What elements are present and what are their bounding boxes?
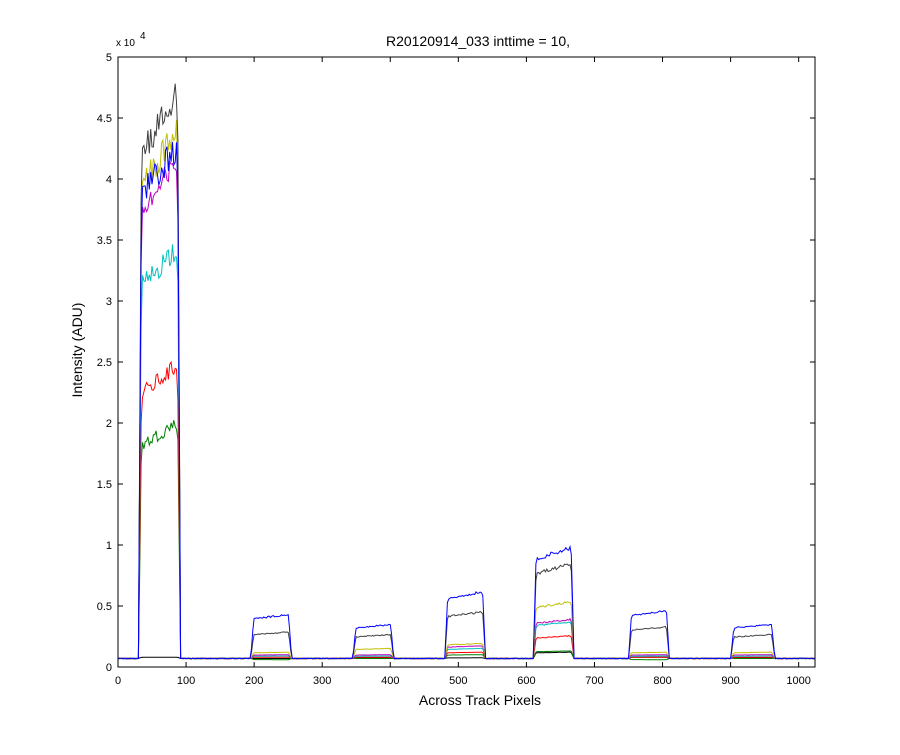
y-tick-label: 2 [106,418,112,430]
y-tick-label: 0.5 [97,601,112,613]
series-line [118,420,815,661]
series-line [118,244,815,660]
x-tick-label: 700 [585,675,603,687]
y-tick-label: 3.5 [97,235,112,247]
x-tick-label: 200 [245,675,263,687]
x-tick-label: 900 [721,675,739,687]
series-line [118,142,815,660]
x-tick-label: 500 [449,675,467,687]
y-multiplier-base: x 10 [116,38,135,49]
y-tick-label: 2.5 [97,357,112,369]
x-tick-label: 800 [653,675,671,687]
y-tick-label: 1.5 [97,479,112,491]
y-tick-label: 4 [106,174,112,186]
series-line [118,83,815,660]
x-tick-label: 600 [517,675,535,687]
x-tick-label: 300 [313,675,331,687]
y-multiplier-exponent: 4 [140,31,146,42]
x-tick-label: 0 [115,675,121,687]
plot-area-frame [117,56,816,668]
y-tick-label: 0 [106,662,112,674]
x-axis-label: Across Track Pixels [419,692,541,708]
series-line [118,160,815,660]
y-axis-label: Intensity (ADU) [69,303,85,398]
series-line [118,119,815,660]
series-layer [118,83,815,661]
x-tick-label: 400 [381,675,399,687]
x-tick-label: 1000 [786,675,810,687]
y-axis: 0 0.5 1 1.5 2 2.5 3 3.5 4 4.5 5 [97,52,815,674]
x-tick-label: 100 [177,675,195,687]
y-tick-label: 3 [106,296,112,308]
x-axis: 0 100 200 300 400 500 600 700 800 900 1000 [115,57,811,687]
y-tick-label: 1 [106,540,112,552]
chart-title: R20120914_033 inttime = 10, [386,33,570,49]
y-tick-label: 5 [106,52,112,64]
y-tick-label: 4.5 [97,113,112,125]
